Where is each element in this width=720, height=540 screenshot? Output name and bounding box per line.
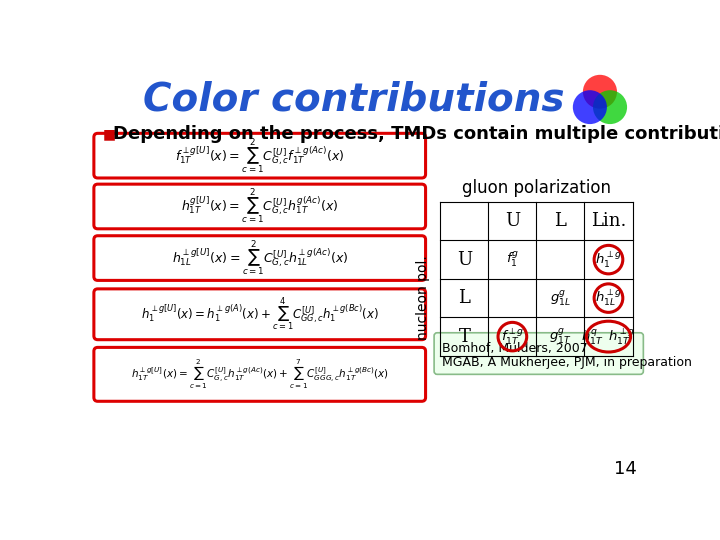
Text: Lin.: Lin. bbox=[591, 212, 626, 230]
Text: $g_{1T}^g$: $g_{1T}^g$ bbox=[549, 327, 572, 346]
Text: $g_{1L}^g$: $g_{1L}^g$ bbox=[550, 288, 571, 308]
Text: nucleon pol.: nucleon pol. bbox=[416, 256, 431, 341]
Text: U: U bbox=[505, 212, 520, 230]
FancyBboxPatch shape bbox=[94, 184, 426, 229]
Text: $h_{1T}^{q}\;\;h_{1T}^{\perp g}$: $h_{1T}^{q}\;\;h_{1T}^{\perp g}$ bbox=[581, 327, 636, 347]
Text: $h_{1L}^{\perp g[U]}(x)=\sum_{c=1}^{2}C_{G,c}^{[U]}h_{1L}^{\perp g(Ac)}(x)$: $h_{1L}^{\perp g[U]}(x)=\sum_{c=1}^{2}C_… bbox=[171, 238, 348, 278]
FancyBboxPatch shape bbox=[94, 133, 426, 178]
Text: gluon polarization: gluon polarization bbox=[462, 179, 611, 197]
Text: Bomhof, Mulders, 2007: Bomhof, Mulders, 2007 bbox=[442, 342, 588, 355]
Circle shape bbox=[583, 75, 617, 109]
Text: ■: ■ bbox=[102, 127, 115, 141]
FancyBboxPatch shape bbox=[94, 347, 426, 401]
Text: L: L bbox=[554, 212, 567, 230]
Text: $f_{1T}^{\perp g[U]}(x)=\sum_{c=1}^{2}C_{G,c}^{[U]}f_{1T}^{\perp g(Ac)}(x)$: $f_{1T}^{\perp g[U]}(x)=\sum_{c=1}^{2}C_… bbox=[175, 136, 344, 176]
Text: Depending on the process, TMDs contain multiple contributions: Depending on the process, TMDs contain m… bbox=[113, 125, 720, 143]
Text: $h_1^{\perp g}$: $h_1^{\perp g}$ bbox=[595, 249, 622, 270]
FancyBboxPatch shape bbox=[94, 236, 426, 280]
Text: MGAB, A Mukherjee, PJM, in preparation: MGAB, A Mukherjee, PJM, in preparation bbox=[442, 356, 692, 369]
FancyBboxPatch shape bbox=[434, 333, 644, 374]
Text: $h_{1L}^{\perp g}$: $h_{1L}^{\perp g}$ bbox=[595, 288, 622, 308]
Text: U: U bbox=[456, 251, 472, 268]
Text: $f_{1T}^{\perp g}$: $f_{1T}^{\perp g}$ bbox=[501, 327, 524, 347]
Text: $f_1^g$: $f_1^g$ bbox=[505, 250, 519, 269]
Text: 14: 14 bbox=[613, 460, 636, 478]
Circle shape bbox=[593, 90, 627, 124]
Text: $h_{1}^{\perp g[U]}(x)=h_{1}^{\perp g(A)}(x)+\sum_{c=1}^{4}C_{GG,c}^{[U]}h_{1}^{: $h_{1}^{\perp g[U]}(x)=h_{1}^{\perp g(A)… bbox=[140, 295, 379, 333]
Text: $h_{1T}^{\perp g[U]}(x)=\sum_{c=1}^{2}C_{G,c}^{[U]}h_{1T}^{\perp g(Ac)}(x)+\sum_: $h_{1T}^{\perp g[U]}(x)=\sum_{c=1}^{2}C_… bbox=[131, 358, 389, 391]
Circle shape bbox=[573, 90, 607, 124]
FancyBboxPatch shape bbox=[94, 289, 426, 340]
Text: L: L bbox=[459, 289, 470, 307]
Text: T: T bbox=[459, 328, 470, 346]
Text: $h_{1T}^{g[U]}(x)=\sum_{c=1}^{2}C_{G,c}^{[U]}h_{1T}^{g(Ac)}(x)$: $h_{1T}^{g[U]}(x)=\sum_{c=1}^{2}C_{G,c}^… bbox=[181, 187, 338, 226]
Text: Color contributions: Color contributions bbox=[143, 80, 564, 118]
